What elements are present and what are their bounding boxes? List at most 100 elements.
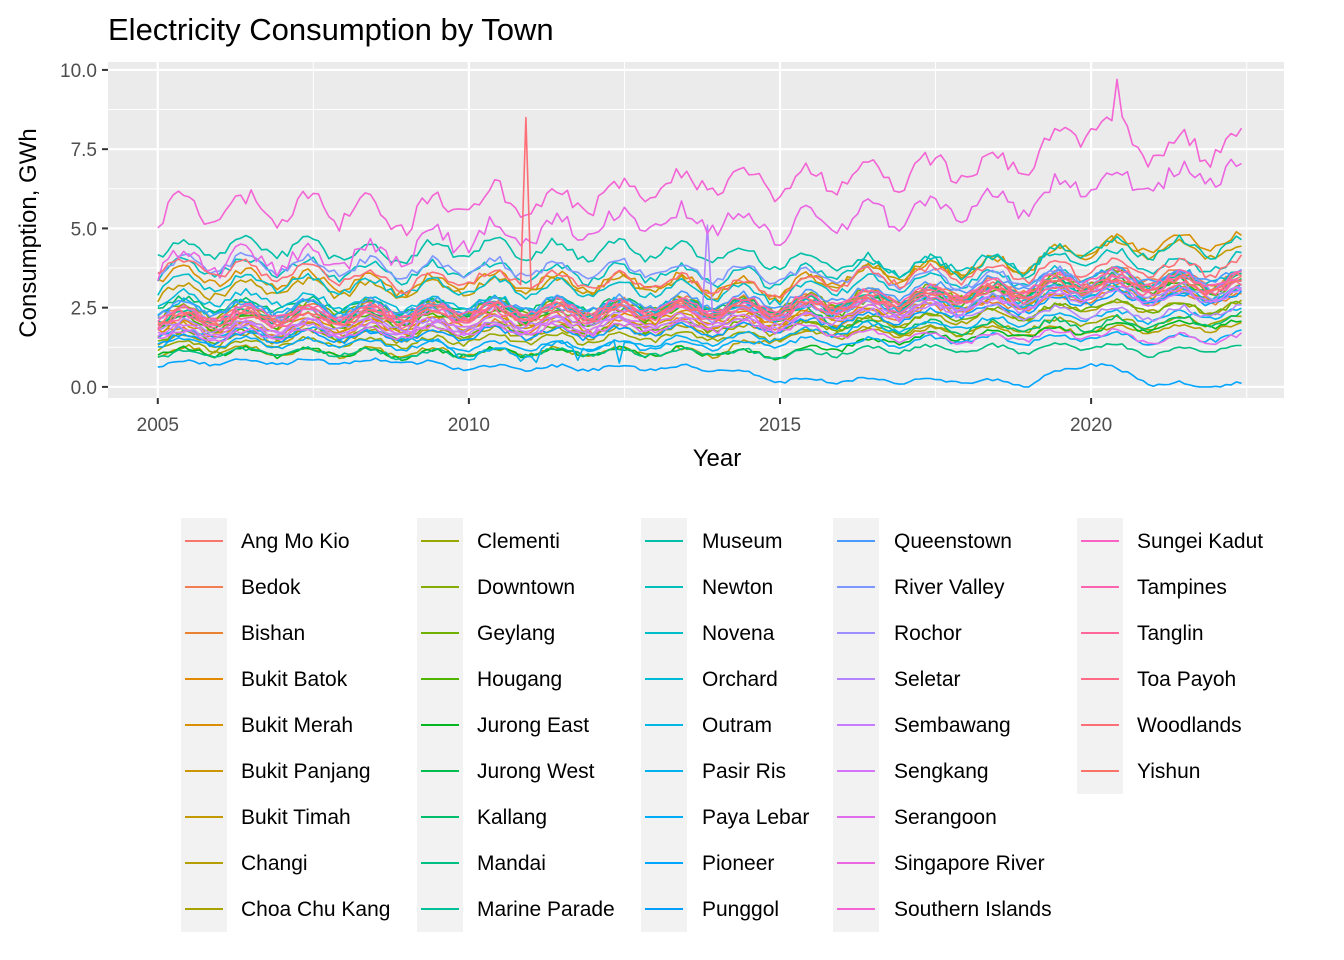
- series-line-mandai: [157, 342, 1242, 361]
- legend-label: Sembawang: [894, 714, 1011, 737]
- legend-item: Rochor: [833, 610, 962, 656]
- series-line-seletar: [157, 224, 1242, 336]
- legend-item: Queenstown: [833, 518, 1012, 564]
- legend-item: Sembawang: [833, 702, 1011, 748]
- legend-label: Jurong East: [477, 714, 589, 737]
- x-axis-title: Year: [693, 445, 742, 472]
- legend-item: Toa Payoh: [1077, 656, 1236, 702]
- legend-item: Yishun: [1077, 748, 1200, 794]
- legend-label: Bedok: [241, 576, 301, 599]
- legend-label: Yishun: [1137, 760, 1200, 783]
- legend-label: Bukit Batok: [241, 668, 348, 691]
- series-line-pioneer: [157, 357, 1242, 388]
- legend-label: Toa Payoh: [1137, 668, 1236, 691]
- plot-panel: [108, 62, 1284, 398]
- legend-item: Tampines: [1077, 564, 1227, 610]
- legend-item: Clementi: [417, 518, 560, 564]
- legend-label: Bukit Timah: [241, 806, 351, 829]
- legend-label: Museum: [702, 530, 783, 553]
- legend-label: Bukit Merah: [241, 714, 353, 737]
- legend-label: Pioneer: [702, 852, 774, 875]
- legend-label: Serangoon: [894, 806, 997, 829]
- legend-item: Southern Islands: [833, 886, 1052, 932]
- legend-item: Singapore River: [833, 840, 1045, 886]
- legend-label: Ang Mo Kio: [241, 530, 350, 553]
- series-line-tanglin: [157, 279, 1242, 333]
- legend-label: Rochor: [894, 622, 962, 645]
- legend-label: Bukit Panjang: [241, 760, 371, 783]
- legend-label: Bishan: [241, 622, 305, 645]
- legend-label: Seletar: [894, 668, 961, 691]
- legend-label: Novena: [702, 622, 775, 645]
- legend-item: Bukit Batok: [181, 656, 348, 702]
- y-tick-label: 0.0: [71, 378, 97, 399]
- legend-item: Changi: [181, 840, 308, 886]
- legend-label: Mandai: [477, 852, 546, 875]
- legend-item: Novena: [641, 610, 775, 656]
- legend-label: Clementi: [477, 530, 560, 553]
- legend-item: Pasir Ris: [641, 748, 786, 794]
- legend-item: Seletar: [833, 656, 961, 702]
- legend-label: Sungei Kadut: [1137, 530, 1263, 553]
- y-tick-label: 2.5: [71, 299, 97, 320]
- x-tick-label: 2010: [448, 415, 490, 436]
- legend-item: Serangoon: [833, 794, 997, 840]
- legend-item: Paya Lebar: [641, 794, 809, 840]
- series-line-museum: [157, 234, 1242, 281]
- legend-item: Punggol: [641, 886, 779, 932]
- legend-label: Singapore River: [894, 852, 1045, 875]
- y-tick-label: 7.5: [71, 140, 97, 161]
- legend-item: Tanglin: [1077, 610, 1204, 656]
- legend-item: River Valley: [833, 564, 1005, 610]
- legend-item: Newton: [641, 564, 773, 610]
- series-line-serangoon: [157, 319, 1243, 346]
- y-axis-title: Consumption, GWh: [15, 128, 42, 337]
- legend-label: River Valley: [894, 576, 1005, 599]
- legend-item: Kallang: [417, 794, 547, 840]
- series-line-tampines: [157, 266, 1242, 323]
- legend-item: Bukit Panjang: [181, 748, 371, 794]
- series-line-river-valley: [157, 251, 1242, 293]
- legend-label: Newton: [702, 576, 773, 599]
- x-tick-label: 2020: [1070, 415, 1112, 436]
- legend-label: Queenstown: [894, 530, 1012, 553]
- legend-label: Choa Chu Kang: [241, 898, 390, 921]
- series-line-sengkang: [157, 285, 1242, 337]
- series-line-punggol: [157, 289, 1243, 348]
- legend-item: Bedok: [181, 564, 301, 610]
- legend-label: Pasir Ris: [702, 760, 786, 783]
- legend-label: Geylang: [477, 622, 555, 645]
- series-line-woodlands: [157, 116, 1243, 299]
- x-axis: 2005 2010 2015 2020: [137, 398, 1112, 436]
- legend-item: Ang Mo Kio: [181, 518, 350, 564]
- legend-label: Tampines: [1137, 576, 1227, 599]
- series-line-paya-lebar: [157, 329, 1242, 353]
- legend-label: Changi: [241, 852, 308, 875]
- series-layer: [157, 78, 1243, 388]
- legend-item: Bishan: [181, 610, 305, 656]
- legend-item: Choa Chu Kang: [181, 886, 390, 932]
- series-line-southern-islands: [157, 78, 1243, 237]
- legend-item: Bukit Timah: [181, 794, 351, 840]
- legend-label: Marine Parade: [477, 898, 615, 921]
- series-line-yishun: [157, 275, 1242, 328]
- legend-label: Southern Islands: [894, 898, 1052, 921]
- legend-label: Woodlands: [1137, 714, 1242, 737]
- legend-item: Marine Parade: [417, 886, 615, 932]
- legend-label: Punggol: [702, 898, 779, 921]
- legend-item: Hougang: [417, 656, 562, 702]
- legend-item: Woodlands: [1077, 702, 1242, 748]
- legend-label: Jurong West: [477, 760, 595, 783]
- legend-label: Kallang: [477, 806, 547, 829]
- legend-label: Downtown: [477, 576, 575, 599]
- x-tick-label: 2005: [137, 415, 179, 436]
- legend-item: Sungei Kadut: [1077, 518, 1263, 564]
- series-line-newton: [157, 247, 1242, 290]
- legend: Ang Mo Kio Bedok Bishan Bukit Batok Bukit Me…: [181, 518, 1263, 932]
- legend-item: Pioneer: [641, 840, 774, 886]
- x-tick-label: 2015: [759, 415, 801, 436]
- legend-item: Mandai: [417, 840, 546, 886]
- series-line-choa-chu-kang: [157, 299, 1242, 349]
- y-tick-label: 5.0: [71, 219, 97, 240]
